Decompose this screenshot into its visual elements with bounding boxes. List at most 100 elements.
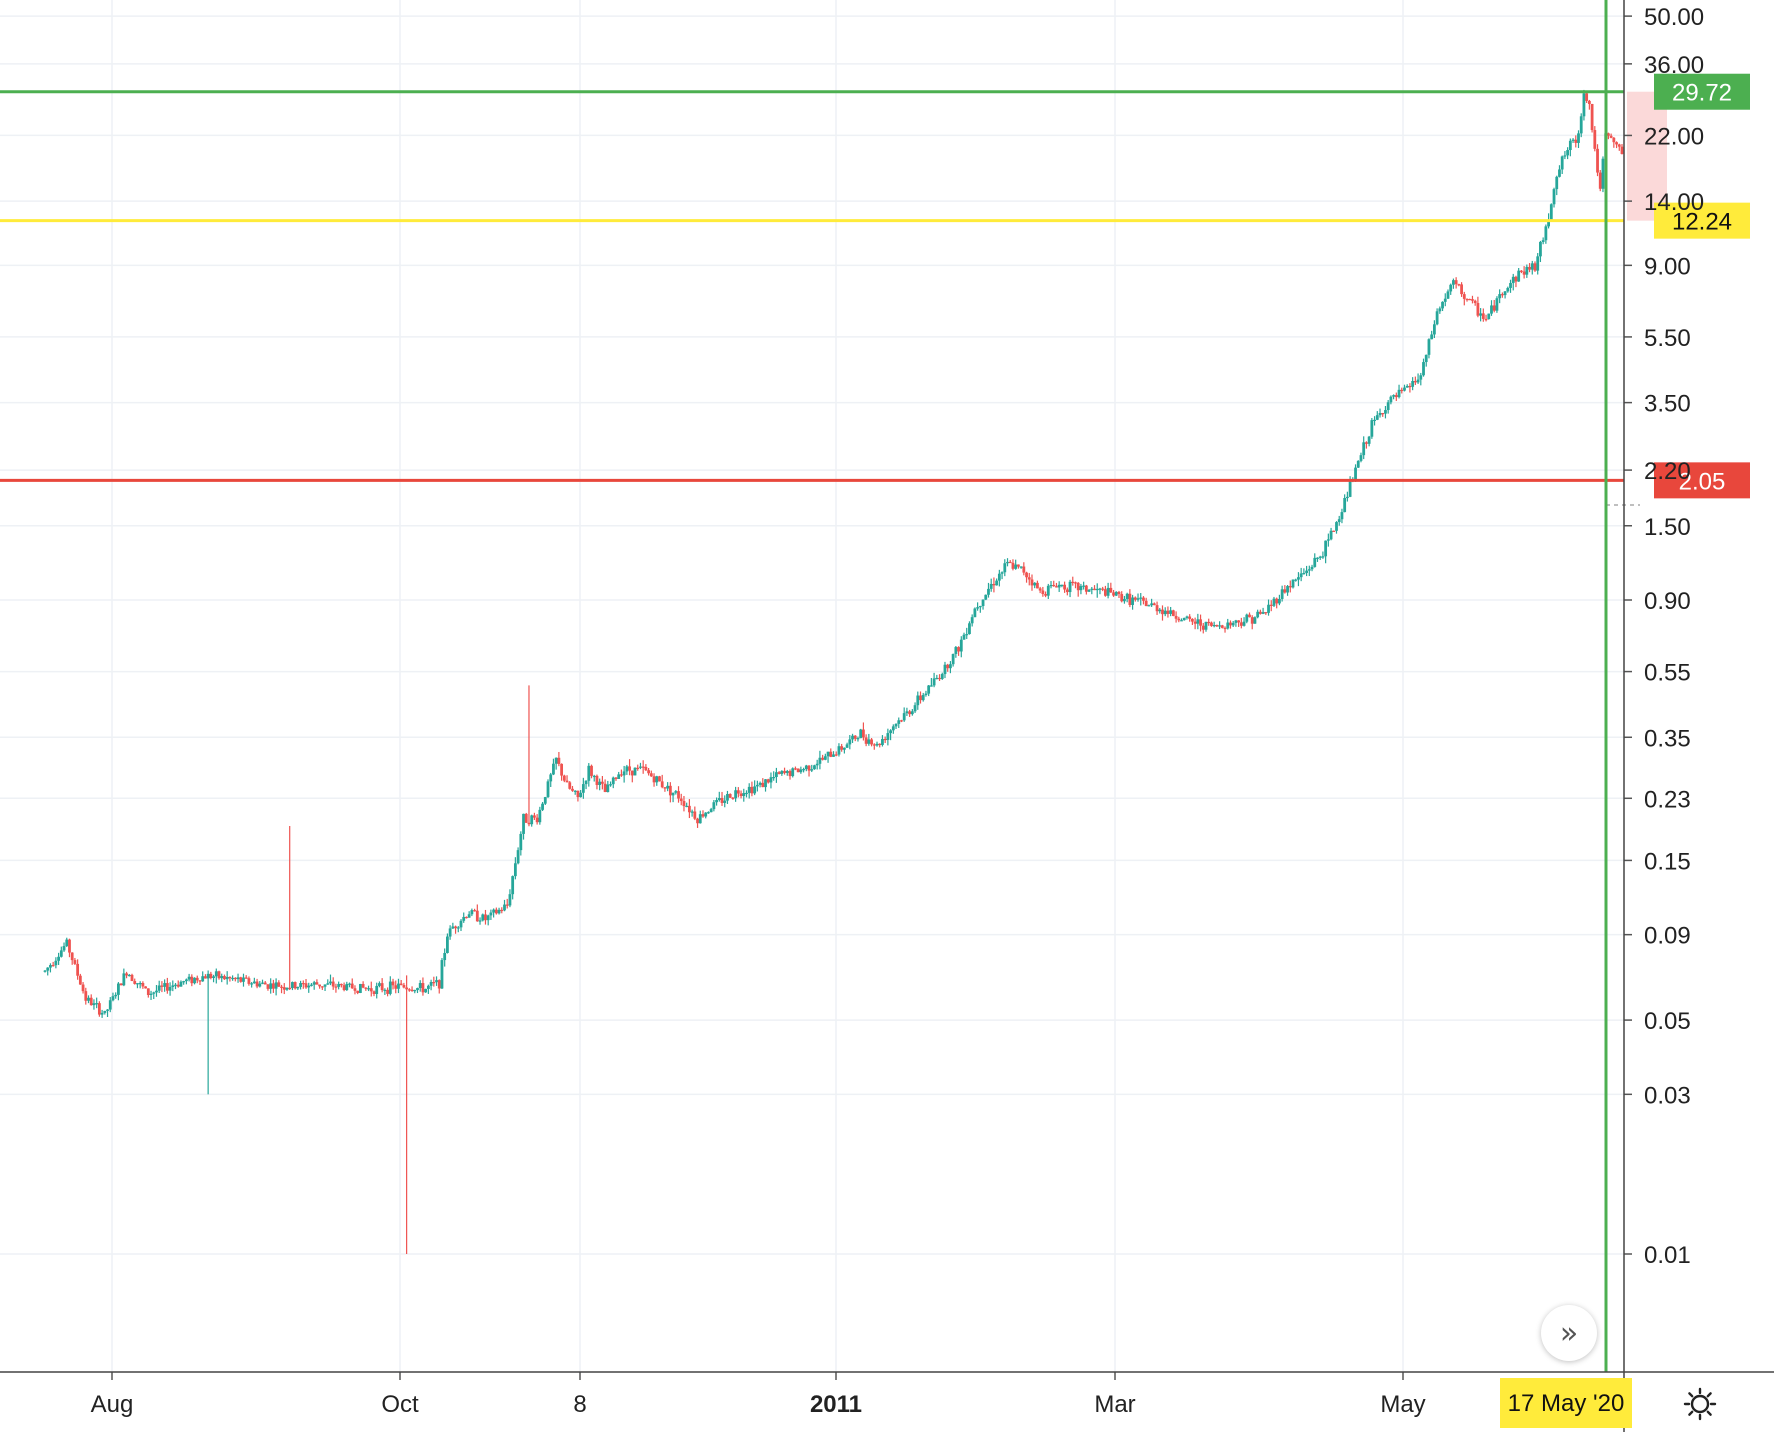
candle-body [565, 780, 569, 783]
candle-body [220, 976, 224, 979]
candle-body [1245, 614, 1249, 622]
candle-body [1492, 305, 1496, 311]
candle-body [1607, 133, 1610, 136]
candle-body [1133, 597, 1137, 600]
candle-body [285, 987, 289, 990]
candle-body [342, 985, 346, 991]
candle-body [957, 647, 960, 652]
candle-body [152, 992, 156, 994]
candle-body [1449, 284, 1453, 292]
candle-body [606, 784, 610, 793]
candle-body [633, 767, 637, 776]
candle-body [513, 863, 517, 877]
candle-body [473, 910, 476, 912]
candle-body [1549, 204, 1553, 220]
candle-body [394, 985, 398, 989]
candle-body [924, 693, 928, 695]
candle-body [1375, 415, 1379, 420]
candle-body [437, 980, 441, 989]
candle-body [1117, 591, 1121, 595]
candle-body [1408, 385, 1412, 388]
candle-body [1506, 287, 1510, 292]
candle-body [318, 984, 322, 987]
candle-body [552, 763, 555, 775]
candle-body [742, 792, 746, 797]
candle-body [236, 977, 240, 980]
candle-body [546, 781, 550, 798]
candle-body [1503, 291, 1507, 296]
candle-body [1131, 597, 1134, 605]
candle-body [348, 983, 351, 985]
candle-body [454, 926, 457, 929]
candle-body [160, 985, 164, 987]
candle-body [1539, 241, 1542, 257]
candle-body [100, 1012, 104, 1015]
candle-body [223, 976, 226, 980]
candle-body [679, 798, 683, 802]
candle-body [119, 983, 123, 986]
candle-body [1114, 591, 1118, 596]
candle-body [1601, 158, 1605, 189]
candle-body [1468, 299, 1472, 301]
candle-body [87, 997, 90, 1001]
scroll-to-realtime-button[interactable]: » [1541, 1305, 1597, 1361]
candle-body [54, 960, 58, 966]
candle-body [1095, 588, 1099, 591]
candle-body [750, 786, 754, 794]
range-box [1627, 91, 1667, 221]
candle-body [157, 985, 161, 991]
candle-body [1577, 133, 1580, 143]
candle-body [516, 850, 520, 864]
candle-body [1585, 93, 1589, 101]
candle-body [130, 974, 134, 982]
candle-body [889, 730, 892, 734]
candle-body [1204, 621, 1208, 630]
candle-body [1378, 413, 1382, 416]
chart-settings-button[interactable] [1672, 1376, 1728, 1432]
candle-body [845, 744, 849, 748]
candle-body [826, 751, 830, 757]
candle-body [848, 739, 852, 745]
candle-body [573, 790, 577, 792]
candle-body [399, 983, 403, 985]
candle-body [807, 765, 811, 771]
candle-body [242, 977, 245, 982]
candle-body [1142, 597, 1145, 601]
candle-body [916, 695, 920, 706]
candle-body [1196, 619, 1200, 624]
candle-body [943, 664, 947, 675]
candle-body [1038, 588, 1042, 591]
candle-body [1256, 611, 1260, 618]
candle-body [1234, 620, 1238, 623]
candle-body [141, 983, 145, 987]
candle-body [334, 986, 338, 988]
candle-body [533, 815, 536, 818]
candle-body [1084, 585, 1088, 592]
candle-body [712, 802, 716, 810]
candle-body [136, 983, 139, 985]
candle-body [187, 976, 191, 980]
candle-body [1025, 572, 1028, 578]
candle-body [1065, 589, 1069, 593]
candle-body [758, 782, 762, 785]
y-tick-label: 5.50 [1644, 325, 1691, 352]
candle-body [339, 983, 343, 986]
candle-body [1239, 622, 1243, 626]
candle-body [1517, 270, 1521, 282]
candle-body [269, 983, 273, 989]
candle-body [557, 757, 561, 764]
candle-body [1419, 375, 1423, 380]
candle-body [731, 797, 735, 799]
candle-body [1158, 609, 1162, 612]
candle-body [467, 914, 471, 918]
candle-body [541, 803, 544, 810]
candle-body [1484, 318, 1488, 321]
candle-body [225, 976, 229, 980]
candle-body [772, 777, 776, 779]
candle-body [486, 915, 490, 921]
candle-body [443, 952, 447, 961]
price-line-label: 29.72 [1672, 80, 1732, 107]
